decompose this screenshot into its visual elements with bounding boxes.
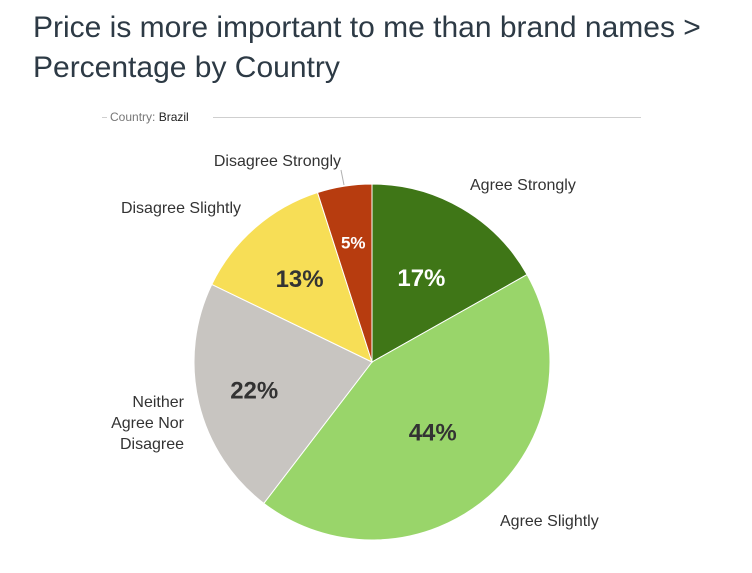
pie-slice-agree-slightly[interactable] [263, 273, 551, 541]
chart-title: Price is more important to me than brand… [33, 11, 701, 84]
pie-category-labels: Agree Strongly Agree Slightly Neither Agree… [111, 153, 599, 530]
pie-category-label: Agree Slightly [500, 513, 599, 530]
filter-divider-right [213, 117, 641, 118]
pie-value-label: 17% [397, 265, 445, 292]
country-filter-label: Country: [110, 110, 156, 124]
filter-divider-left [102, 117, 107, 118]
pie-category-label: Agree Strongly [470, 177, 576, 194]
pie-value-labels: 17% 44% 22% 13% 5% [230, 233, 457, 446]
pie-slice-disagree-strongly[interactable] [316, 183, 373, 363]
country-filter-value[interactable]: Brazil [158, 110, 189, 124]
country-filter[interactable]: Country: Brazil [110, 109, 189, 125]
pie-value-label: 44% [409, 419, 457, 446]
pie-category-label: Disagree Strongly [214, 153, 341, 170]
pie-category-label: Disagree Slightly [121, 200, 241, 217]
pie-value-label: 13% [276, 266, 324, 293]
pie-category-label: Neither Agree Nor Disagree [111, 394, 185, 453]
pie-value-label: 22% [230, 377, 278, 404]
pie-value-label: 5% [341, 233, 366, 252]
pie-slices [193, 183, 551, 541]
pie-slice-neither-agree-nor-disagree[interactable] [193, 283, 373, 505]
pie-slice-agree-strongly[interactable] [371, 183, 528, 363]
pie-slice-disagree-slightly[interactable] [211, 191, 373, 363]
label-leader-line [340, 169, 345, 186]
